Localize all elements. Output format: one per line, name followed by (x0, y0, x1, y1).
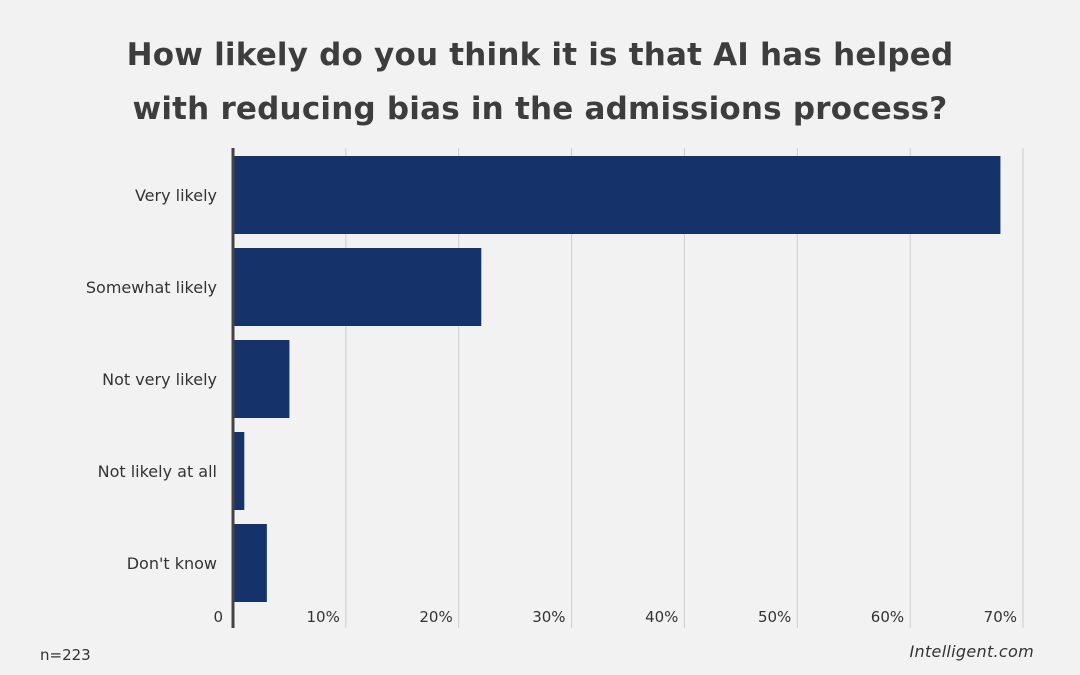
source-credit: Intelligent.com (909, 642, 1034, 661)
x-tick-label-50: 50% (758, 608, 791, 626)
bar-don-t-know (233, 524, 267, 602)
category-label-don-t-know: Don't know (127, 554, 217, 573)
x-tick-label-70: 70% (984, 608, 1017, 626)
x-tick-label-40: 40% (645, 608, 678, 626)
bar-very-likely (233, 156, 1001, 234)
x-tick-labels: 0 10% 20% 30% 40% 50% 60% 70% (213, 608, 1017, 626)
sample-size-note: n=223 (40, 646, 91, 664)
x-tick-label-20: 20% (419, 608, 452, 626)
x-tick-label-0: 0 (213, 608, 223, 626)
chart-title-line-1: How likely do you think it is that AI ha… (126, 37, 954, 73)
category-label-not-likely-at-all: Not likely at all (98, 462, 217, 481)
chart-title: How likely do you think it is that AI ha… (60, 28, 1020, 136)
bar-not-very-likely (233, 340, 290, 418)
x-tick-label-60: 60% (871, 608, 904, 626)
x-tick-label-10: 10% (307, 608, 340, 626)
x-tick-label-30: 30% (532, 608, 565, 626)
bars (233, 156, 1001, 602)
bar-somewhat-likely (233, 248, 482, 326)
category-label-somewhat-likely: Somewhat likely (86, 278, 217, 297)
bar-not-likely-at-all (233, 432, 245, 510)
chart-title-line-2: with reducing bias in the admissions pro… (132, 91, 948, 127)
category-label-very-likely: Very likely (135, 186, 217, 205)
category-labels: Very likely Somewhat likely Not very likel… (86, 186, 217, 573)
category-label-not-very-likely: Not very likely (102, 370, 217, 389)
